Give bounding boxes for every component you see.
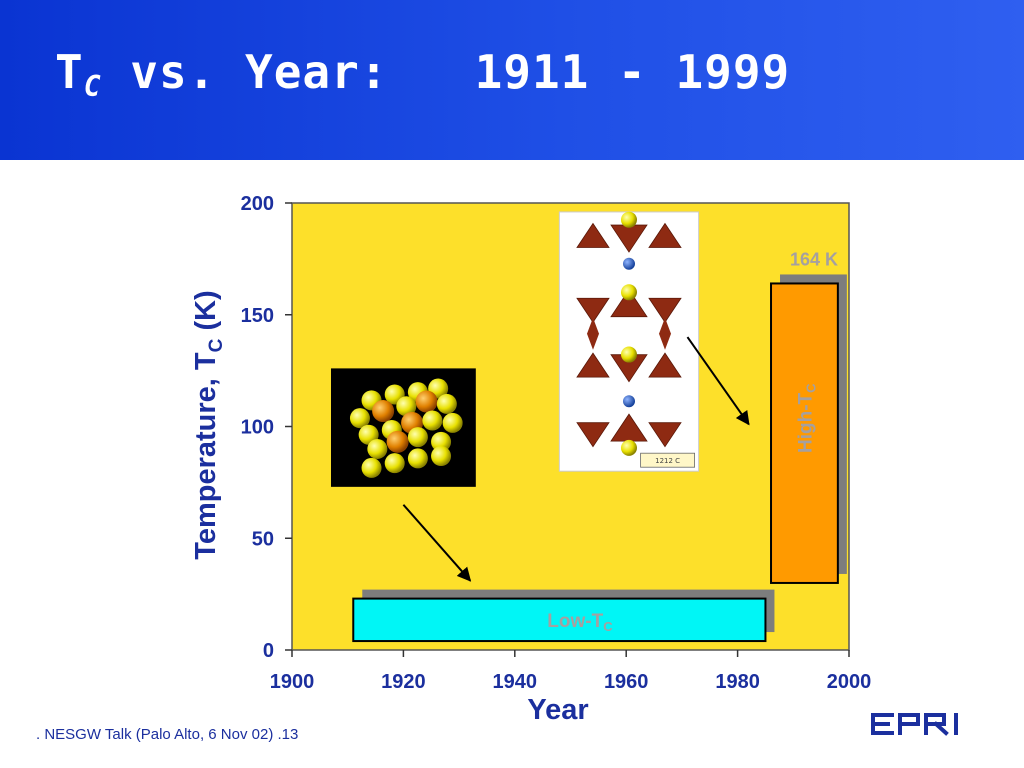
high-tc-arrow — [686, 336, 750, 426]
octahedron-shape — [576, 352, 610, 378]
octahedron-shape — [648, 297, 682, 323]
yellow-atom — [620, 439, 637, 456]
yellow-atom — [431, 431, 452, 452]
yellow-atom — [620, 346, 637, 363]
caption-box — [640, 452, 696, 468]
yellow-atom — [436, 393, 457, 414]
yellow-atom — [367, 438, 388, 459]
y-tick-label: 150 — [241, 305, 274, 327]
octahedron-shape — [610, 288, 648, 318]
high-tc-structure-image: 1212 C — [558, 211, 700, 472]
yellow-atom — [431, 446, 452, 467]
yellow-atom — [620, 211, 637, 228]
x-tick-label: 1940 — [493, 671, 538, 693]
octahedron-shape — [576, 422, 610, 448]
x-tick-label: 2000 — [827, 671, 872, 693]
footer-text: . NESGW Talk (Palo Alto, 6 Nov 02) .13 — [36, 726, 299, 743]
yellow-atom — [407, 448, 428, 469]
yellow-atom — [620, 284, 637, 301]
yellow-atom — [442, 412, 463, 433]
orange-atom — [415, 390, 438, 413]
peak-164k-label: 164 K — [790, 249, 838, 269]
low-tc-label: Low-TC — [547, 611, 613, 634]
yellow-atom — [361, 457, 382, 478]
y-tick-label: 0 — [263, 640, 274, 662]
blue-atom — [622, 395, 635, 408]
inset-caption: 1212 C — [655, 457, 680, 465]
octahedron-shape — [576, 297, 610, 323]
x-tick-label: 1920 — [381, 671, 426, 693]
x-tick-label: 1900 — [270, 671, 315, 693]
y-axis-label: Temperature, TC (K) — [190, 290, 227, 560]
octahedron-shape — [658, 317, 671, 350]
high-tc-label: High-TC — [795, 383, 818, 453]
yellow-atom — [384, 453, 405, 474]
y-tick-label: 50 — [252, 528, 274, 550]
blue-atom — [622, 257, 635, 270]
y-tick-label: 200 — [241, 193, 274, 215]
high-tc-bar — [770, 282, 839, 584]
octahedron-shape — [648, 352, 682, 378]
title-bar — [0, 0, 1024, 160]
low-tc-structure-image — [330, 368, 476, 487]
x-axis-label: Year — [527, 694, 589, 726]
yellow-atom — [349, 408, 370, 429]
orange-atom — [386, 430, 409, 453]
octahedron-shape — [586, 317, 599, 350]
epri-logo — [871, 713, 958, 736]
y-tick-label: 100 — [241, 417, 274, 439]
x-tick-label: 1960 — [604, 671, 649, 693]
yellow-atom — [407, 427, 428, 448]
octahedron-shape — [576, 222, 610, 248]
yellow-atom — [422, 410, 443, 431]
slide-title: TC vs. Year: 1911 - 1999 — [55, 45, 791, 103]
yellow-atom — [396, 396, 417, 417]
octahedron-shape — [648, 222, 682, 248]
low-tc-arrow — [402, 504, 472, 582]
x-tick-label: 1980 — [715, 671, 760, 693]
low-tc-bar — [352, 597, 767, 643]
octahedron-shape — [648, 422, 682, 448]
orange-atom — [372, 400, 395, 423]
